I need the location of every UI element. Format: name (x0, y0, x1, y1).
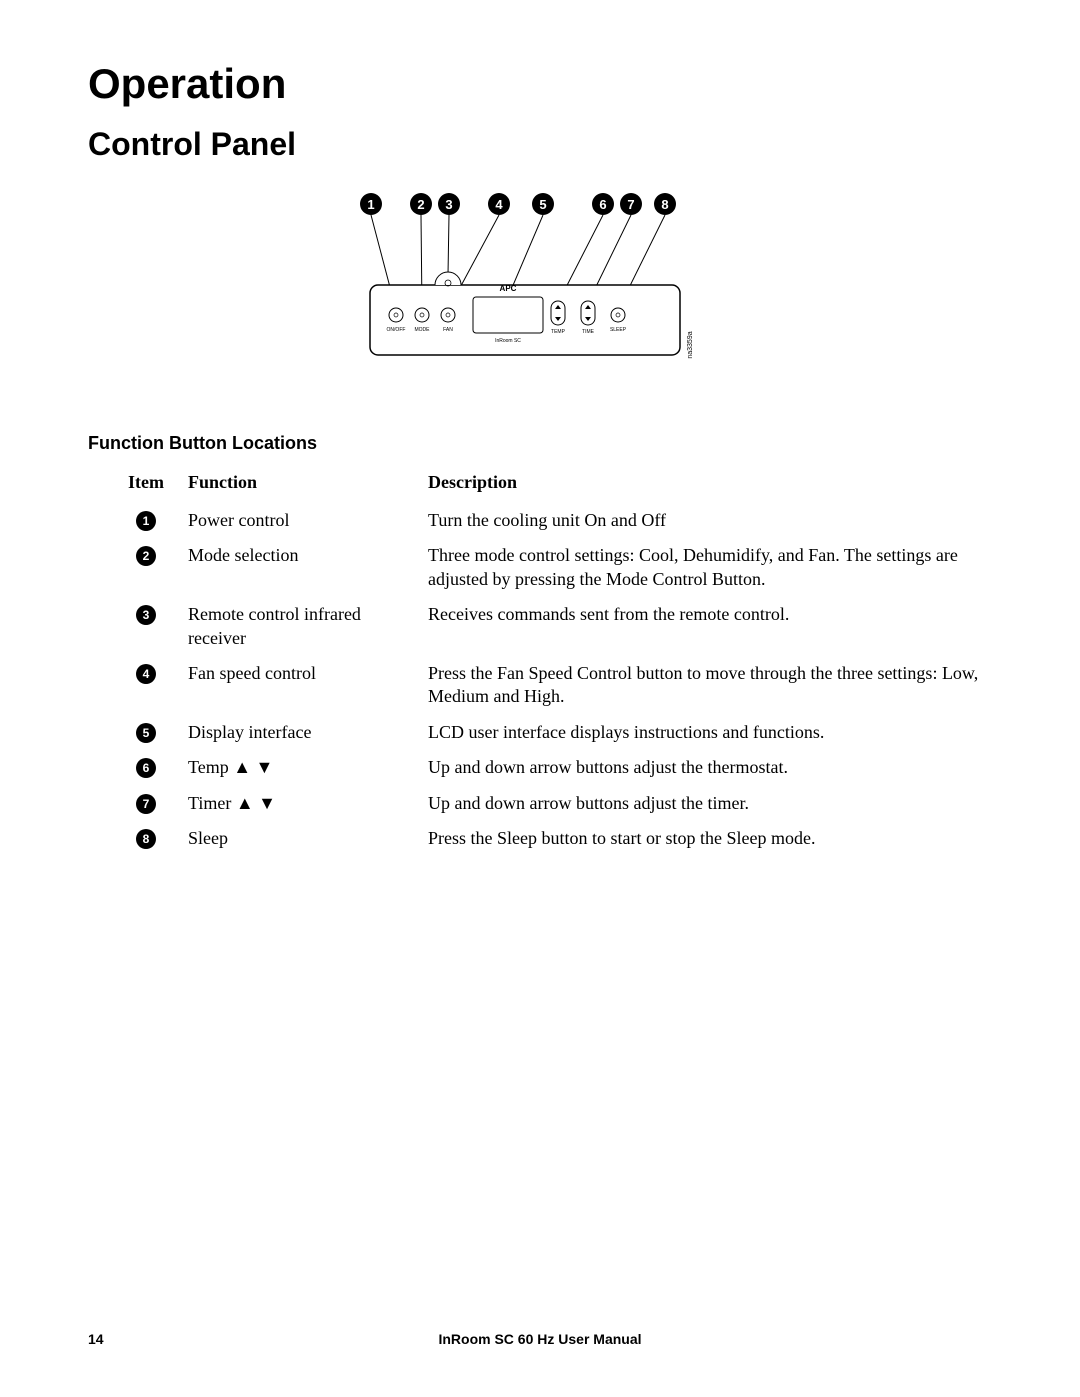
cell-description: Press the Fan Speed Control button to mo… (428, 662, 992, 709)
cell-item: 5 (128, 721, 188, 743)
callout-bullet-2: 2 (410, 193, 432, 215)
table-row: 8 SleepPress the Sleep button to start or… (128, 821, 992, 856)
cell-description: Three mode control settings: Cool, Dehum… (428, 544, 992, 591)
table-row: 7 Timer ▲ ▼Up and down arrow buttons adju… (128, 786, 992, 821)
heading-function-locations: Function Button Locations (88, 433, 992, 454)
heading-control-panel: Control Panel (88, 126, 992, 163)
item-bullet-icon: 8 (136, 829, 156, 849)
item-bullet-icon: 3 (136, 605, 156, 625)
callout-bullet-3: 3 (438, 193, 460, 215)
page: Operation Control Panel 12345678 APC InR… (0, 0, 1080, 1397)
svg-text:TEMP: TEMP (551, 329, 566, 335)
cell-function: Temp ▲ ▼ (188, 756, 428, 779)
svg-text:ON/OFF: ON/OFF (387, 327, 406, 333)
cell-item: 4 (128, 662, 188, 684)
table-row: 6 Temp ▲ ▼Up and down arrow buttons adjus… (128, 750, 992, 785)
table-row: 1 Power controlTurn the cooling unit On a… (128, 503, 992, 538)
item-bullet-icon: 1 (136, 511, 156, 531)
callout-bullet-4: 4 (488, 193, 510, 215)
cell-description: Up and down arrow buttons adjust the tim… (428, 792, 992, 815)
callout-bullet-5: 5 (532, 193, 554, 215)
cell-description: Turn the cooling unit On and Off (428, 509, 992, 532)
table-header-row: Item Function Description (128, 472, 992, 493)
cell-item: 3 (128, 603, 188, 625)
table-row: 3 Remote control infrared receiverReceive… (128, 597, 992, 656)
svg-text:TIME: TIME (582, 329, 595, 335)
cell-description: Up and down arrow buttons adjust the the… (428, 756, 992, 779)
cell-description: LCD user interface displays instructions… (428, 721, 992, 744)
cell-function: Display interface (188, 721, 428, 744)
svg-text:na3359a: na3359a (687, 331, 694, 358)
callout-bullet-6: 6 (592, 193, 614, 215)
cell-function: Remote control infrared receiver (188, 603, 428, 650)
table-row: 5 Display interfaceLCD user interface dis… (128, 715, 992, 750)
svg-text:SLEEP: SLEEP (610, 327, 627, 333)
th-description: Description (428, 472, 992, 493)
page-number: 14 (88, 1331, 104, 1347)
cell-item: 7 (128, 792, 188, 814)
svg-text:MODE: MODE (415, 327, 431, 333)
item-bullet-icon: 2 (136, 546, 156, 566)
table-row: 2 Mode selectionThree mode control settin… (128, 538, 992, 597)
item-bullet-icon: 7 (136, 794, 156, 814)
item-bullet-icon: 4 (136, 664, 156, 684)
table-body: 1 Power controlTurn the cooling unit On a… (128, 503, 992, 856)
diagram-container: 1 23 45 678 APC InRoom SC ON/OFF MODE FAN TEM… (88, 193, 992, 393)
th-function: Function (188, 472, 428, 493)
heading-operation: Operation (88, 60, 992, 108)
cell-item: 6 (128, 756, 188, 778)
cell-item: 2 (128, 544, 188, 566)
item-bullet-icon: 5 (136, 723, 156, 743)
model-label: InRoom SC (495, 338, 521, 344)
cell-description: Press the Sleep button to start or stop … (428, 827, 992, 850)
table-row: 4 Fan speed controlPress the Fan Speed Co… (128, 656, 992, 715)
panel-svg: APC InRoom SC ON/OFF MODE FAN TEMP TIME SLE… (340, 215, 740, 395)
cell-function: Timer ▲ ▼ (188, 792, 428, 815)
cell-item: 1 (128, 509, 188, 531)
footer-spacer (988, 1331, 992, 1347)
cell-description: Receives commands sent from the remote c… (428, 603, 992, 626)
cell-item: 8 (128, 827, 188, 849)
footer-title: InRoom SC 60 Hz User Manual (438, 1331, 641, 1347)
callout-bullet-1: 1 (360, 193, 382, 215)
callout-bullet-7: 7 (620, 193, 642, 215)
th-item: Item (128, 472, 188, 493)
cell-function: Fan speed control (188, 662, 428, 685)
svg-text:FAN: FAN (443, 327, 453, 333)
cell-function: Sleep (188, 827, 428, 850)
callout-bullet-8: 8 (654, 193, 676, 215)
item-bullet-icon: 6 (136, 758, 156, 778)
page-footer: 14 InRoom SC 60 Hz User Manual (88, 1331, 992, 1347)
cell-function: Power control (188, 509, 428, 532)
control-panel-diagram: 1 23 45 678 APC InRoom SC ON/OFF MODE FAN TEM… (340, 193, 740, 393)
cell-function: Mode selection (188, 544, 428, 567)
brand-label: APC (500, 284, 517, 293)
